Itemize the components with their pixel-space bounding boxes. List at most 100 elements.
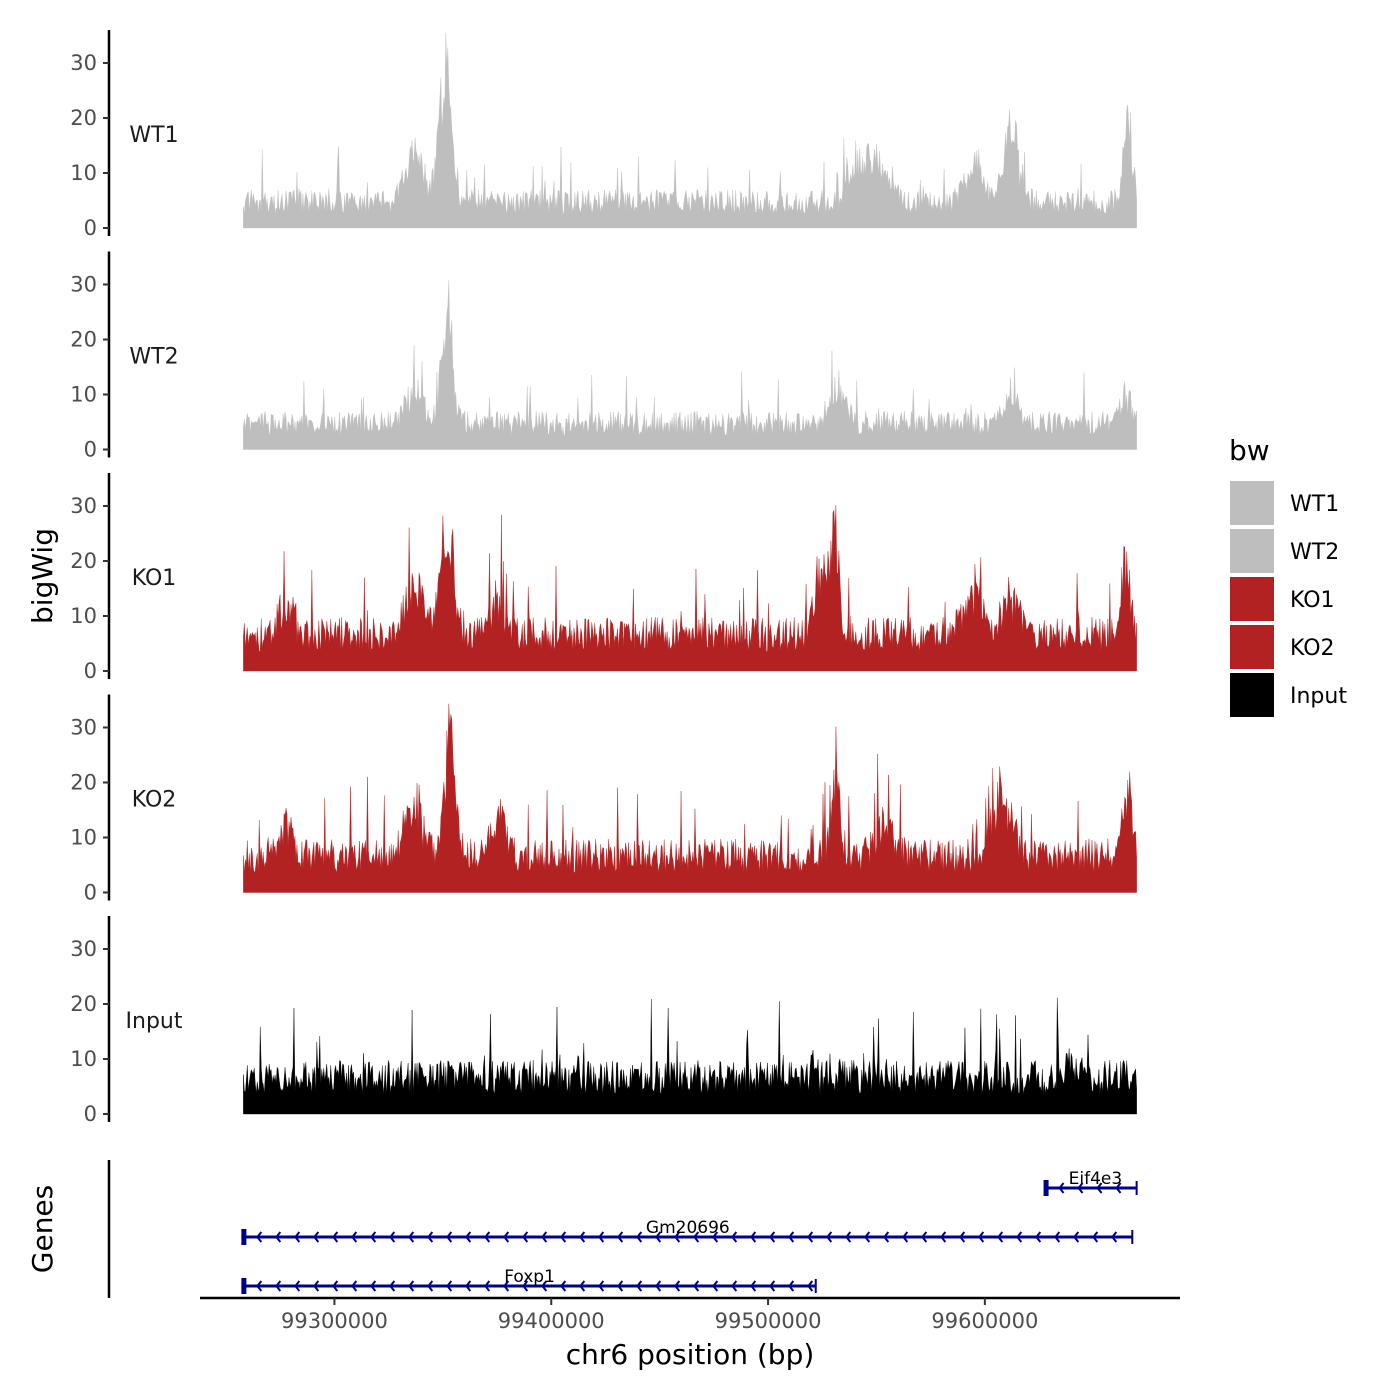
legend-title: bw: [1229, 434, 1270, 467]
strand-arrow: [351, 1280, 358, 1292]
y-tick-label: 20: [70, 328, 97, 352]
y-tick-label: 10: [70, 383, 97, 407]
gene-eif4e3: Eif4e3: [1043, 1169, 1138, 1196]
strand-arrow: [522, 1231, 529, 1243]
x-tick-label: 99600000: [931, 1309, 1038, 1333]
y-tick-label: 30: [70, 716, 97, 740]
strand-arrow: [997, 1231, 1004, 1243]
strand-arrow: [693, 1231, 700, 1243]
y-tick-label: 0: [84, 1102, 97, 1126]
gene-end-mark: [241, 1229, 247, 1245]
track-label: WT2: [129, 345, 178, 370]
strand-arrow: [1077, 1182, 1084, 1194]
legend-label-wt1: WT1: [1290, 492, 1339, 517]
genes-axis-title: Genes: [26, 1185, 59, 1273]
gene-label: Eif4e3: [1069, 1169, 1123, 1189]
y-tick-label: 30: [70, 51, 97, 75]
strand-arrow: [693, 1280, 700, 1292]
legend-key-wt1: [1230, 481, 1274, 525]
strand-arrow: [351, 1231, 358, 1243]
strand-arrow: [313, 1280, 320, 1292]
strand-arrow: [750, 1280, 757, 1292]
y-tick-label: 20: [70, 992, 97, 1016]
strand-arrow: [1073, 1231, 1080, 1243]
strand-arrow: [427, 1231, 434, 1243]
strand-arrow: [826, 1231, 833, 1243]
y-tick-label: 10: [70, 161, 97, 185]
gene-gm20696: Gm20696: [241, 1218, 1134, 1245]
x-tick-label: 99400000: [498, 1309, 605, 1333]
strand-arrow: [655, 1231, 662, 1243]
strand-arrow: [1035, 1231, 1042, 1243]
strand-arrow: [1058, 1182, 1065, 1194]
strand-arrow: [560, 1280, 567, 1292]
strand-arrow: [1092, 1231, 1099, 1243]
gene-foxp1: Foxp1: [241, 1267, 817, 1294]
strand-arrow: [617, 1231, 624, 1243]
strand-arrow: [503, 1280, 510, 1292]
strand-arrow: [1115, 1182, 1122, 1194]
y-tick-label: 0: [84, 216, 97, 240]
strand-arrow: [959, 1231, 966, 1243]
legend-key-wt2: [1230, 529, 1274, 573]
strand-arrow: [750, 1231, 757, 1243]
x-axis-title: chr6 position (bp): [566, 1338, 815, 1371]
strand-arrow: [978, 1231, 985, 1243]
track-input: 0 10 20 30 Input: [70, 916, 1137, 1126]
gene-end-mark: [241, 1278, 247, 1294]
y-tick-label: 30: [70, 273, 97, 297]
strand-arrow: [294, 1231, 301, 1243]
legend-label-wt2: WT2: [1290, 540, 1339, 565]
y-tick-label: 0: [84, 659, 97, 683]
strand-arrow: [655, 1280, 662, 1292]
legend-key-ko2: [1230, 625, 1274, 669]
strand-arrow: [541, 1280, 548, 1292]
strand-arrow: [389, 1231, 396, 1243]
y-axis-title: bigWig: [26, 528, 59, 624]
strand-arrow: [807, 1231, 814, 1243]
track-label: WT1: [129, 123, 178, 148]
track-wt2: 0 10 20 30 WT2: [70, 251, 1137, 462]
strand-arrow: [370, 1231, 377, 1243]
strand-arrow: [579, 1280, 586, 1292]
strand-arrow: [731, 1280, 738, 1292]
strand-arrow: [731, 1231, 738, 1243]
strand-arrow: [902, 1231, 909, 1243]
signal-area: [243, 505, 1137, 672]
strand-arrow: [465, 1231, 472, 1243]
x-tick-label: 99300000: [281, 1309, 388, 1333]
track-ko1: 0 10 20 30 KO1: [70, 473, 1137, 683]
y-tick-label: 10: [70, 604, 97, 628]
y-tick-label: 20: [70, 771, 97, 795]
strand-arrow: [484, 1280, 491, 1292]
strand-arrow: [332, 1280, 339, 1292]
track-label: KO1: [132, 566, 177, 591]
strand-arrow: [712, 1231, 719, 1243]
strand-arrow: [579, 1231, 586, 1243]
strand-arrow: [503, 1231, 510, 1243]
legend-key-ko1: [1230, 577, 1274, 621]
legend-label-ko1: KO1: [1290, 588, 1335, 613]
legend: WT1 WT2 KO1 KO2 Input: [1230, 481, 1347, 717]
strand-arrow: [522, 1280, 529, 1292]
strand-arrow: [408, 1231, 415, 1243]
strand-arrow: [256, 1231, 263, 1243]
strand-arrow: [446, 1231, 453, 1243]
strand-arrow: [712, 1280, 719, 1292]
legend-label-input: Input: [1290, 684, 1347, 709]
strand-arrow: [332, 1231, 339, 1243]
strand-arrow: [446, 1280, 453, 1292]
strand-arrow: [1096, 1182, 1103, 1194]
strand-arrow: [807, 1280, 814, 1292]
y-tick-label: 10: [70, 826, 97, 850]
strand-arrow: [940, 1231, 947, 1243]
strand-arrow: [370, 1280, 377, 1292]
legend-key-input: [1230, 673, 1274, 717]
y-tick-label: 30: [70, 494, 97, 518]
gene-label: Foxp1: [504, 1267, 555, 1287]
strand-arrow: [408, 1280, 415, 1292]
strand-arrow: [275, 1231, 282, 1243]
strand-arrow: [636, 1280, 643, 1292]
gene-label: Gm20696: [646, 1218, 730, 1238]
strand-arrow: [769, 1280, 776, 1292]
